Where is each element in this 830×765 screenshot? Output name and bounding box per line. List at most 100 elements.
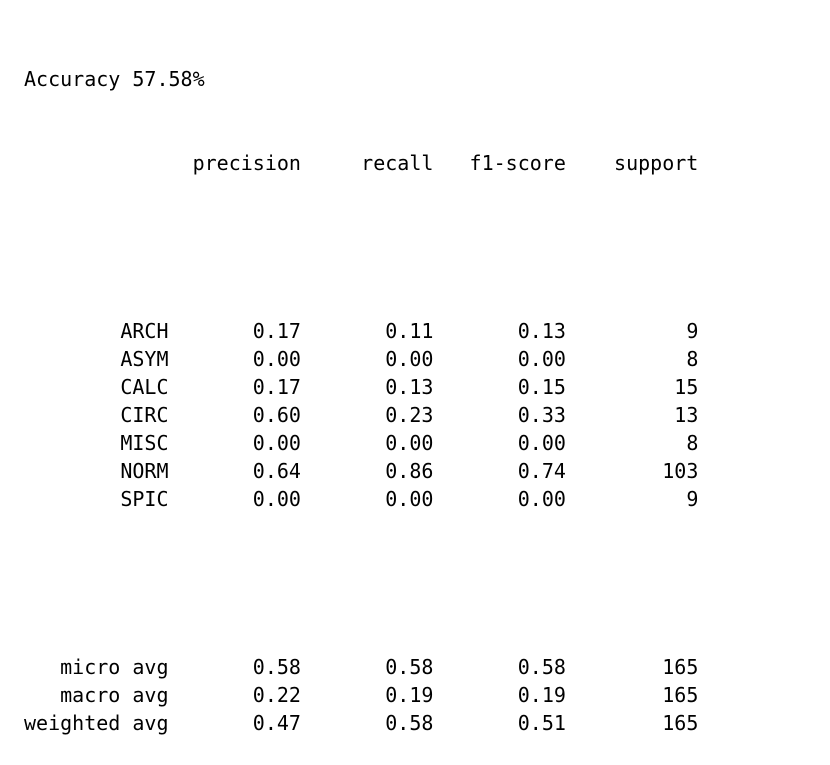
support-cell: 8 [686,347,699,371]
class-row: ARCH 0.17 0.11 0.13 9 [24,317,698,345]
cell-pad [433,459,517,483]
f1-score-cell: 0.58 [517,655,566,679]
recall-cell: 0.00 [385,487,434,511]
average-row: micro avg 0.58 0.58 0.58 165 [24,653,698,681]
class-row: CIRC 0.60 0.23 0.33 13 [24,401,698,429]
cell-pad [169,431,253,455]
spacer-line [24,233,698,261]
f1-score-cell: 0.19 [517,683,566,707]
precision-cell: 0.22 [252,683,301,707]
header-support: support [614,151,699,175]
recall-cell: 0.00 [385,347,434,371]
cell-pad [301,319,385,343]
average-row: macro avg 0.22 0.19 0.19 165 [24,681,698,709]
precision-cell: 0.47 [252,711,301,735]
cell-pad [566,403,674,427]
cell-pad [301,487,385,511]
row-label: CIRC [120,403,169,427]
cell-pad [301,375,385,399]
f1-score-cell: 0.33 [517,403,566,427]
spacer-line [24,569,698,597]
cell-pad [433,431,517,455]
row-label: ARCH [120,319,169,343]
precision-cell: 0.58 [252,655,301,679]
cell-pad [169,655,253,679]
support-cell: 165 [662,711,699,735]
row-label: weighted avg [24,711,169,735]
f1-score-cell: 0.74 [517,459,566,483]
f1-score-cell: 0.00 [517,431,566,455]
header-gap-3 [566,151,614,175]
cell-pad [169,459,253,483]
cell-pad [24,459,120,483]
header-gap-1 [301,151,361,175]
cell-pad [566,375,674,399]
cell-pad [433,403,517,427]
header-gap-2 [433,151,469,175]
f1-score-cell: 0.51 [517,711,566,735]
cell-pad [169,403,253,427]
precision-cell: 0.00 [252,347,301,371]
cell-pad [433,655,517,679]
class-rows: ARCH 0.17 0.11 0.13 9 ASYM 0.00 0.00 0.0… [24,317,698,513]
cell-pad [566,711,662,735]
cell-pad [169,375,253,399]
average-rows: micro avg 0.58 0.58 0.58 165 macro avg 0… [24,653,698,737]
f1-score-cell: 0.13 [517,319,566,343]
support-cell: 9 [686,319,699,343]
f1-score-cell: 0.00 [517,347,566,371]
cell-pad [566,347,686,371]
cell-pad [169,347,253,371]
support-cell: 165 [662,683,699,707]
header-precision: precision [192,151,301,175]
cell-pad [24,431,120,455]
cell-pad [301,403,385,427]
header-row: precision recall f1-score support [24,149,699,177]
precision-cell: 0.17 [252,319,301,343]
class-row: CALC 0.17 0.13 0.15 15 [24,373,698,401]
classification-report: Accuracy 57.58% precision recall f1-scor… [24,9,698,765]
cell-pad [566,431,686,455]
precision-cell: 0.60 [252,403,301,427]
cell-pad [566,655,662,679]
precision-cell: 0.00 [252,431,301,455]
recall-cell: 0.58 [385,655,434,679]
cell-pad [24,375,120,399]
cell-pad [301,711,385,735]
average-row: weighted avg 0.47 0.58 0.51 165 [24,709,698,737]
cell-pad [566,459,662,483]
recall-cell: 0.00 [385,431,434,455]
support-cell: 103 [662,459,699,483]
f1-score-cell: 0.00 [517,487,566,511]
cell-pad [169,711,253,735]
f1-score-cell: 0.15 [517,375,566,399]
precision-cell: 0.00 [252,487,301,511]
row-label: micro avg [60,655,169,679]
cell-pad [24,655,60,679]
recall-cell: 0.86 [385,459,434,483]
cell-pad [433,683,517,707]
row-label: NORM [120,459,169,483]
support-cell: 15 [674,375,699,399]
cell-pad [169,683,253,707]
recall-cell: 0.58 [385,711,434,735]
header-recall: recall [361,151,434,175]
class-row: SPIC 0.00 0.00 0.00 9 [24,485,698,513]
cell-pad [433,319,517,343]
recall-cell: 0.11 [385,319,434,343]
recall-cell: 0.13 [385,375,434,399]
cell-pad [301,655,385,679]
row-label: SPIC [120,487,169,511]
cell-pad [566,319,686,343]
recall-cell: 0.19 [385,683,434,707]
cell-pad [169,319,253,343]
row-label: MISC [120,431,169,455]
cell-pad [24,347,120,371]
support-cell: 9 [686,487,699,511]
cell-pad [433,487,517,511]
cell-pad [433,375,517,399]
support-cell: 13 [674,403,699,427]
row-label: CALC [120,375,169,399]
cell-pad [24,487,120,511]
accuracy-line: Accuracy 57.58% [24,67,205,91]
